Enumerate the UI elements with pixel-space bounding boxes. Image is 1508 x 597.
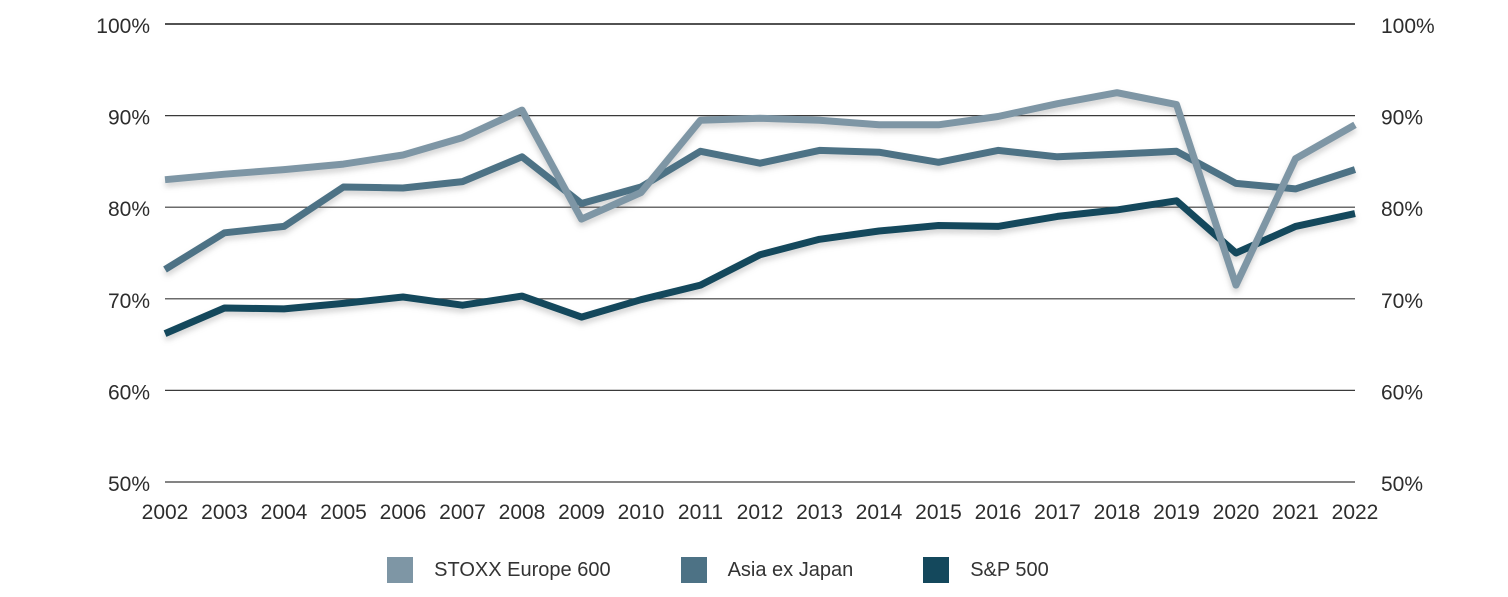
legend-item-stoxx-europe-600: STOXX Europe 600 [387,557,611,583]
y-tick-label-left-80%: 80% [108,198,150,221]
x-tick-label-2010: 2010 [618,501,665,524]
series-lines [163,89,1357,337]
y-tick-label-left-50%: 50% [108,473,150,496]
series-line-stoxx-europe-600 [164,89,1357,289]
x-tick-label-2022: 2022 [1332,501,1379,524]
legend-swatch-stoxx-europe-600 [387,557,414,583]
x-tick-label-2009: 2009 [558,501,605,524]
legend-label-sp-500: S&P 500 [970,558,1049,581]
x-tick-label-2018: 2018 [1094,501,1141,524]
y-tick-label-left-100%: 100% [96,15,150,38]
x-tick-label-2008: 2008 [499,501,546,524]
series-line-asia-ex-japan [163,146,1357,273]
y-tick-label-left-60%: 60% [108,381,150,404]
x-tick-label-2015: 2015 [915,501,962,524]
y-tick-label-left-90%: 90% [108,107,150,130]
legend-label-asia-ex-japan: Asia ex Japan [727,558,854,581]
x-tick-label-2012: 2012 [737,501,784,524]
legend-swatch-sp-500 [923,557,950,583]
chart-legend: STOXX Europe 600 Asia ex Japan S&P 500 [0,548,1472,592]
gridlines-and-ticks: 100% 100% 90% 90% 80% 80% 70% 70% 60% 60% 50% 50% [96,15,1434,496]
legend-item-asia-ex-japan: Asia ex Japan [680,557,854,583]
y-tick-label-left-70%: 70% [108,290,150,313]
x-tick-label-2013: 2013 [796,501,843,524]
series-line-s-p-500 [163,197,1356,337]
x-tick-label-2019: 2019 [1153,501,1200,524]
x-axis-labels: 2002 2003 2004 2005 2006 2007 2008 2009 2010 2011… [142,501,1379,524]
legend-item-sp-500: S&P 500 [923,557,1049,583]
x-tick-label-2007: 2007 [439,501,486,524]
x-tick-label-2006: 2006 [380,501,427,524]
x-tick-label-2016: 2016 [975,501,1022,524]
x-tick-label-2011: 2011 [678,501,723,524]
legend-swatch-asia-ex-japan [680,557,707,583]
x-tick-label-2004: 2004 [261,501,308,524]
y-tick-label-right-70%: 70% [1381,290,1423,313]
x-tick-label-2020: 2020 [1213,501,1260,524]
y-tick-label-right-100%: 100% [1381,15,1435,38]
x-tick-label-2017: 2017 [1034,501,1081,524]
y-tick-label-right-60%: 60% [1381,381,1423,404]
plot-area: 100% 100%90% 90%80% 80%70% 70%60% 60%50% 50%20… [96,15,1434,524]
y-tick-label-right-90%: 90% [1381,107,1423,130]
x-tick-label-2002: 2002 [142,501,189,524]
x-tick-label-2021: 2021 [1272,501,1319,524]
legend-label-stoxx-europe-600: STOXX Europe 600 [434,558,611,581]
y-tick-label-right-80%: 80% [1381,198,1423,221]
x-tick-label-2003: 2003 [201,501,248,524]
x-tick-label-2005: 2005 [320,501,367,524]
y-tick-label-right-50%: 50% [1381,473,1423,496]
x-tick-label-2014: 2014 [856,501,903,524]
